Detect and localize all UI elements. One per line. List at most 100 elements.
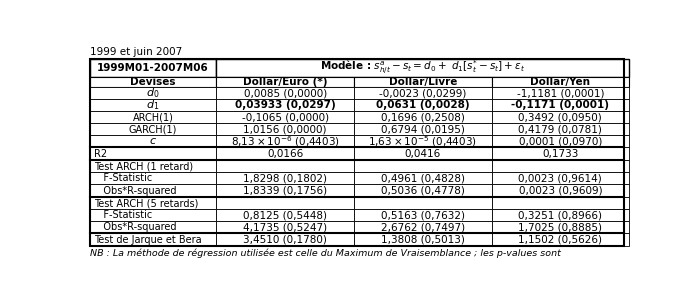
Bar bbox=[491, 197, 629, 209]
Bar bbox=[491, 135, 629, 147]
Bar bbox=[216, 135, 354, 147]
Bar bbox=[491, 233, 629, 246]
Text: $8{,}13\times10^{-6}$ (0,4403): $8{,}13\times10^{-6}$ (0,4403) bbox=[231, 134, 340, 149]
Text: 3,4510 (0,1780): 3,4510 (0,1780) bbox=[244, 234, 327, 245]
Bar bbox=[354, 123, 491, 135]
Text: 4,1735 (0,5247): 4,1735 (0,5247) bbox=[243, 222, 327, 232]
Text: F-Statistic: F-Statistic bbox=[94, 210, 152, 220]
Bar bbox=[354, 233, 491, 246]
Bar bbox=[90, 59, 216, 77]
Bar bbox=[491, 147, 629, 160]
Text: $d_0$: $d_0$ bbox=[146, 86, 160, 100]
Text: 1,8298 (0,1802): 1,8298 (0,1802) bbox=[243, 173, 327, 183]
Bar bbox=[216, 59, 629, 77]
Text: 0,0023 (0,9614): 0,0023 (0,9614) bbox=[519, 173, 602, 183]
Text: -0,1171 (0,0001): -0,1171 (0,0001) bbox=[512, 100, 609, 110]
Text: $c$: $c$ bbox=[149, 136, 157, 146]
Bar bbox=[491, 209, 629, 221]
Bar bbox=[491, 123, 629, 135]
Text: Modèle : $s^{a}_{h/t} - s_t = d_0 +\ d_1[s^{*}_{t} - s_t] + \varepsilon_t$: Modèle : $s^{a}_{h/t} - s_t = d_0 +\ d_1… bbox=[320, 59, 525, 77]
Bar bbox=[216, 197, 354, 209]
Text: 1,0156 (0,0000): 1,0156 (0,0000) bbox=[244, 124, 327, 134]
Bar bbox=[90, 99, 216, 111]
Text: 0,0166: 0,0166 bbox=[267, 149, 303, 159]
Bar bbox=[90, 184, 216, 197]
Bar bbox=[90, 209, 216, 221]
Bar bbox=[354, 77, 491, 88]
Bar bbox=[90, 111, 216, 123]
Bar bbox=[354, 135, 491, 147]
Bar bbox=[354, 88, 491, 99]
Bar bbox=[90, 160, 216, 172]
Text: 1,8339 (0,1756): 1,8339 (0,1756) bbox=[243, 186, 327, 196]
Text: -0,0023 (0,0299): -0,0023 (0,0299) bbox=[379, 88, 466, 98]
Text: R2: R2 bbox=[94, 149, 107, 159]
Bar bbox=[90, 172, 216, 184]
Bar bbox=[354, 160, 491, 172]
Text: 2,6762 (0,7497): 2,6762 (0,7497) bbox=[381, 222, 465, 232]
Text: 0,5163 (0,7632): 0,5163 (0,7632) bbox=[381, 210, 465, 220]
Bar bbox=[216, 233, 354, 246]
Bar bbox=[216, 123, 354, 135]
Bar bbox=[491, 184, 629, 197]
Bar bbox=[216, 172, 354, 184]
Bar bbox=[354, 221, 491, 233]
Bar bbox=[90, 147, 216, 160]
Text: 0,8125 (0,5448): 0,8125 (0,5448) bbox=[243, 210, 327, 220]
Bar bbox=[90, 197, 216, 209]
Bar bbox=[491, 88, 629, 99]
Bar bbox=[491, 160, 629, 172]
Bar bbox=[90, 123, 216, 135]
Bar bbox=[354, 147, 491, 160]
Text: 0,4961 (0,4828): 0,4961 (0,4828) bbox=[381, 173, 465, 183]
Bar bbox=[90, 59, 624, 246]
Bar bbox=[354, 111, 491, 123]
Bar bbox=[90, 88, 216, 99]
Bar bbox=[216, 147, 354, 160]
Text: 1999M01-2007M06: 1999M01-2007M06 bbox=[97, 63, 209, 73]
Text: -0,1065 (0,0000): -0,1065 (0,0000) bbox=[242, 112, 329, 122]
Bar bbox=[354, 197, 491, 209]
Text: 0,0416: 0,0416 bbox=[404, 149, 441, 159]
Text: 0,4179 (0,0781): 0,4179 (0,0781) bbox=[519, 124, 602, 134]
Bar bbox=[354, 184, 491, 197]
Bar bbox=[216, 209, 354, 221]
Bar bbox=[491, 99, 629, 111]
Bar bbox=[216, 99, 354, 111]
Text: Obs*R-squared: Obs*R-squared bbox=[94, 222, 177, 232]
Bar bbox=[216, 77, 354, 88]
Text: NB : La méthode de régression utilisée est celle du Maximum de Vraisemblance ; l: NB : La méthode de régression utilisée e… bbox=[90, 248, 560, 258]
Bar bbox=[491, 77, 629, 88]
Text: 0,1696 (0,2508): 0,1696 (0,2508) bbox=[381, 112, 465, 122]
Text: Devises: Devises bbox=[130, 77, 176, 87]
Text: $1{,}63\times10^{-5}$ (0,4403): $1{,}63\times10^{-5}$ (0,4403) bbox=[368, 134, 477, 149]
Bar bbox=[90, 233, 216, 246]
Text: 0,1733: 0,1733 bbox=[542, 149, 578, 159]
Text: Dollar/Livre: Dollar/Livre bbox=[388, 77, 457, 87]
Bar bbox=[216, 221, 354, 233]
Text: 0,3492 (0,0950): 0,3492 (0,0950) bbox=[519, 112, 602, 122]
Text: 0,3251 (0,8966): 0,3251 (0,8966) bbox=[519, 210, 602, 220]
Bar bbox=[90, 221, 216, 233]
Text: GARCH(1): GARCH(1) bbox=[129, 124, 177, 134]
Text: 0,0001 (0,0970): 0,0001 (0,0970) bbox=[519, 136, 602, 146]
Bar bbox=[216, 184, 354, 197]
Text: 0,0085 (0,0000): 0,0085 (0,0000) bbox=[244, 88, 327, 98]
Bar bbox=[491, 111, 629, 123]
Text: 1,3808 (0,5013): 1,3808 (0,5013) bbox=[381, 234, 465, 245]
Text: Test ARCH (1 retard): Test ARCH (1 retard) bbox=[94, 161, 193, 171]
Text: 0,5036 (0,4778): 0,5036 (0,4778) bbox=[381, 186, 465, 196]
Bar bbox=[216, 111, 354, 123]
Text: ARCH(1): ARCH(1) bbox=[133, 112, 173, 122]
Text: Dollar/Yen: Dollar/Yen bbox=[530, 77, 590, 87]
Text: Test ARCH (5 retards): Test ARCH (5 retards) bbox=[94, 198, 198, 208]
Bar bbox=[354, 99, 491, 111]
Text: Obs*R-squared: Obs*R-squared bbox=[94, 186, 177, 196]
Text: 0,0023 (0,9609): 0,0023 (0,9609) bbox=[519, 186, 602, 196]
Bar bbox=[354, 172, 491, 184]
Bar bbox=[491, 221, 629, 233]
Text: $d_1$: $d_1$ bbox=[146, 98, 159, 112]
Bar bbox=[216, 88, 354, 99]
Text: -1,1181 (0,0001): -1,1181 (0,0001) bbox=[516, 88, 604, 98]
Bar bbox=[90, 77, 216, 88]
